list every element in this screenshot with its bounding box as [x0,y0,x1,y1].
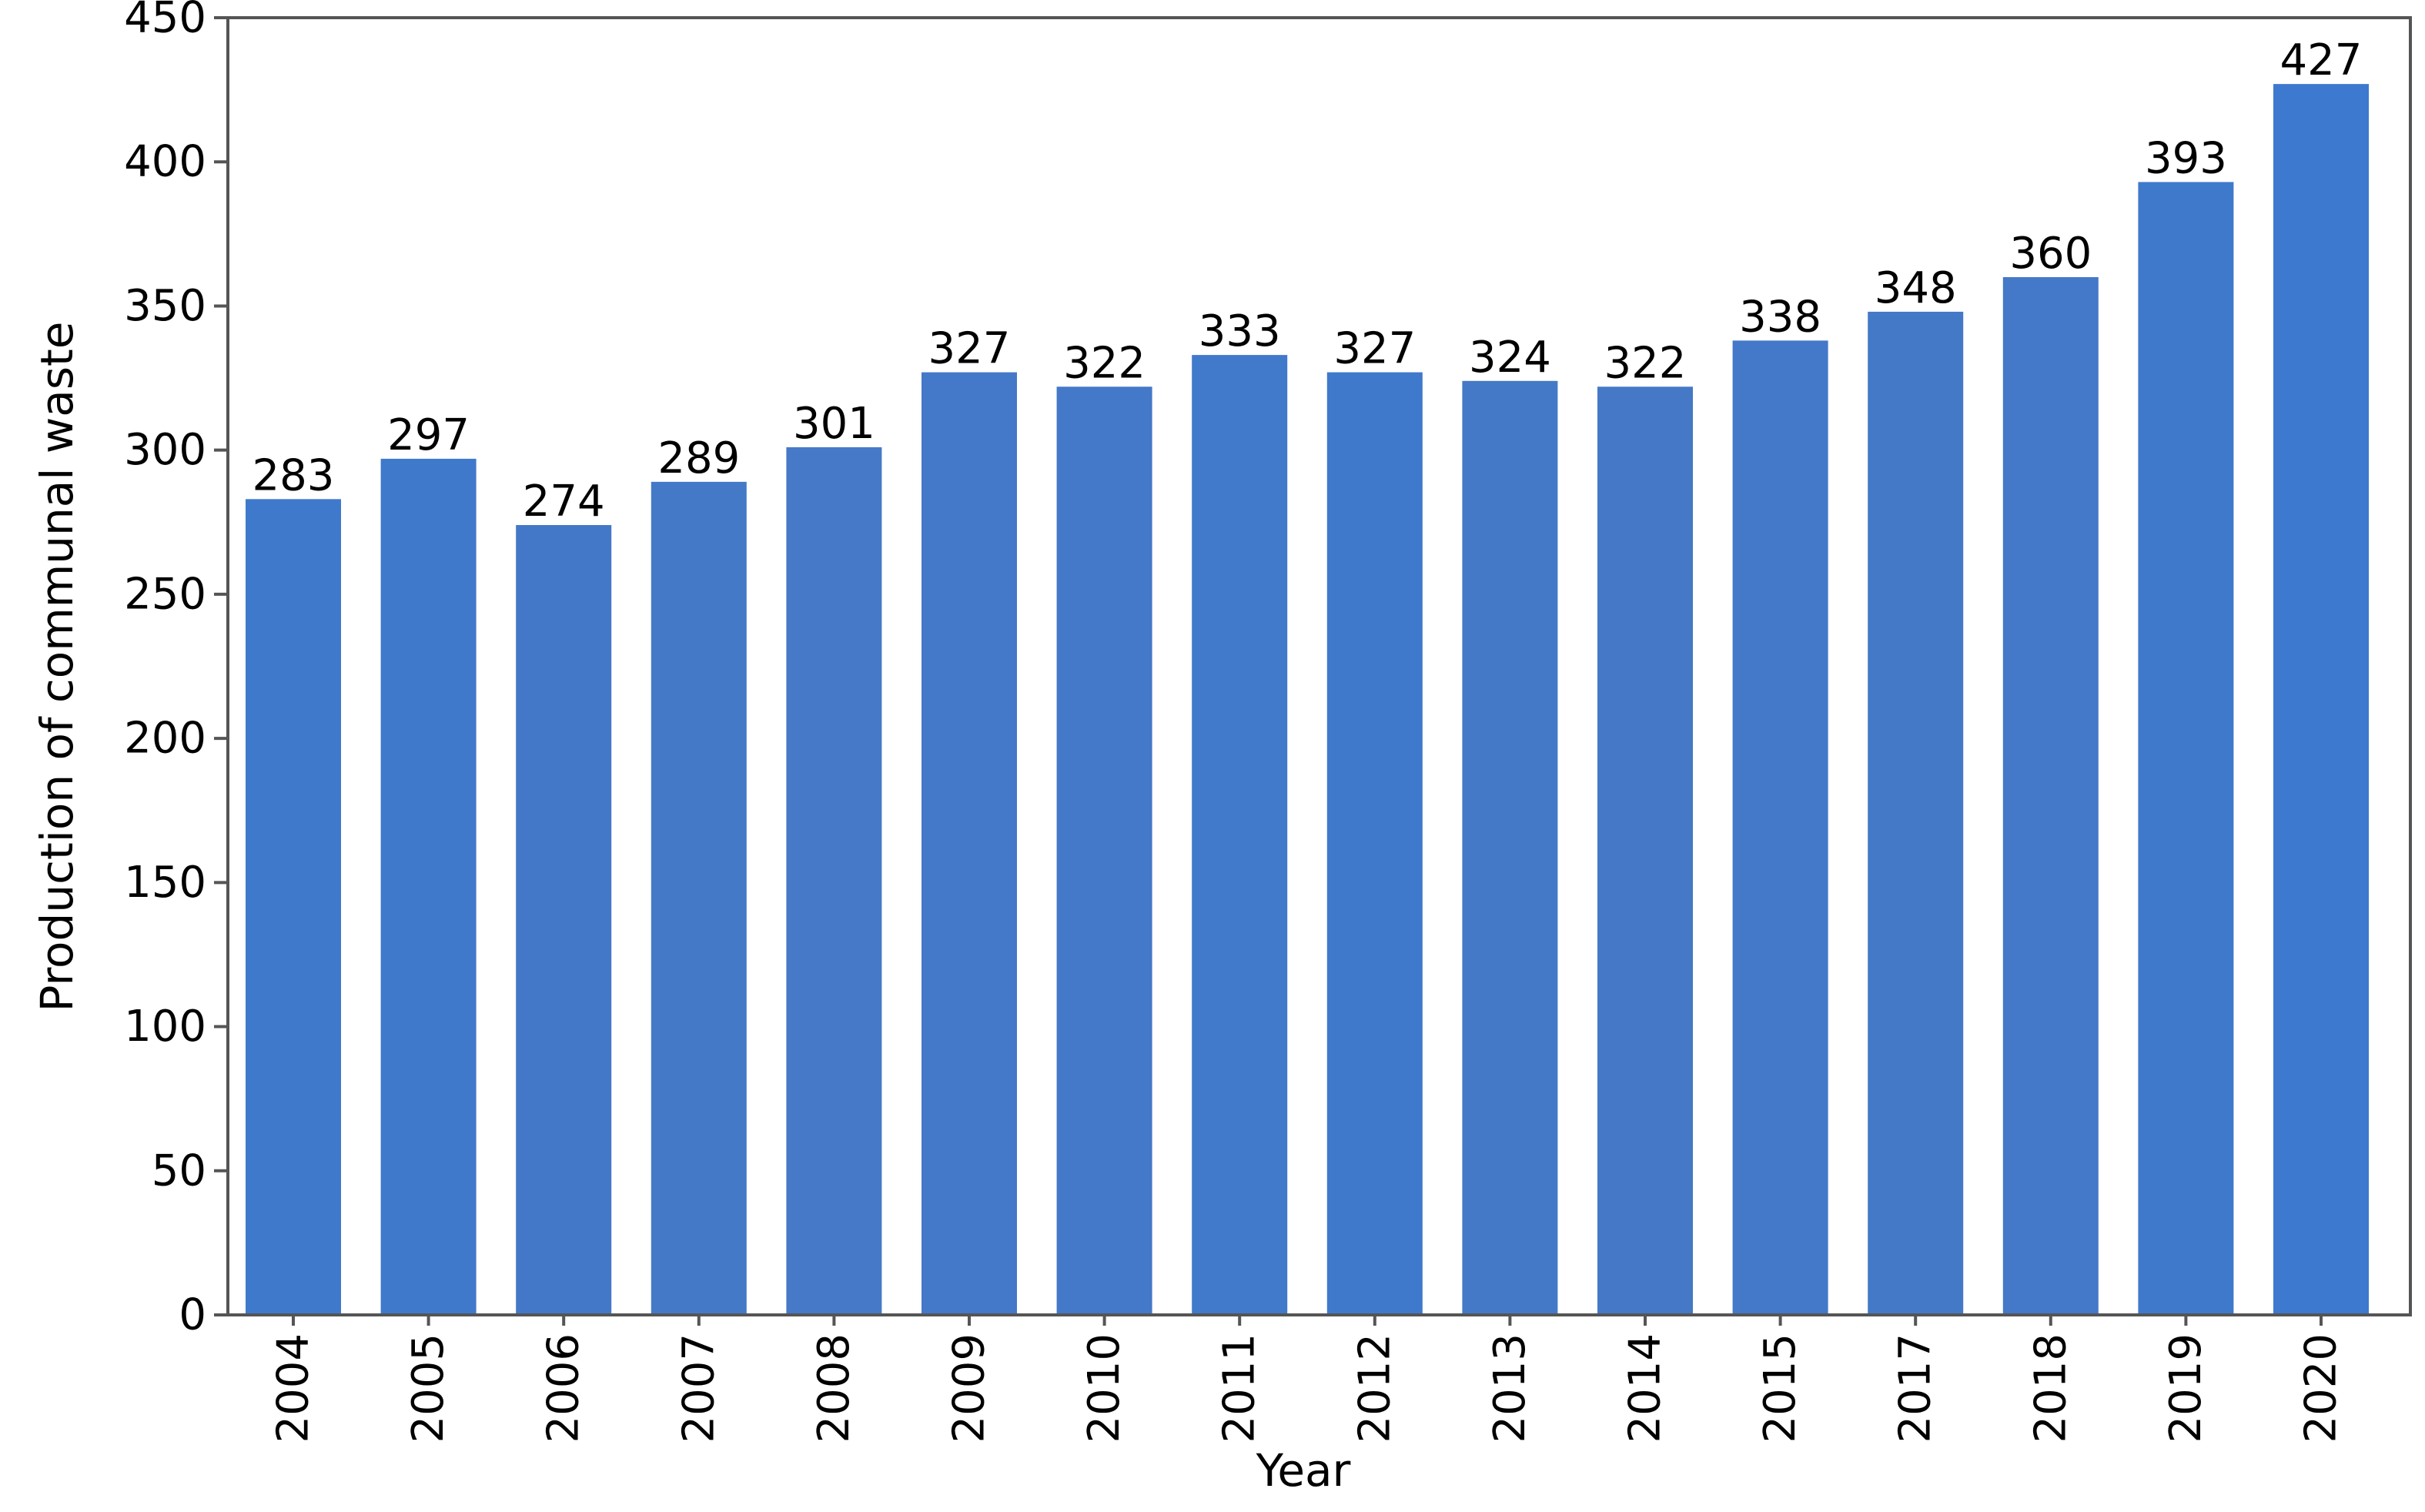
x-tick-label-2019: 2019 [2161,1333,2211,1443]
x-axis-title: Year [1256,1444,1351,1497]
y-tick-label-0: 0 [179,1290,206,1340]
data-label-2013: 324 [1469,333,1551,383]
bar-2011 [1192,355,1288,1316]
bar-2006 [516,525,612,1315]
x-tick-label-2020: 2020 [2296,1333,2346,1443]
bar-2008 [786,447,882,1315]
bar-2017 [1868,311,1964,1315]
bar-2005 [380,458,477,1315]
x-tick-label-2017: 2017 [1891,1333,1941,1443]
y-tick-label-250: 250 [124,569,206,619]
y-tick-label-450: 450 [124,0,206,43]
bar-2010 [1056,386,1152,1316]
x-tick-label-2014: 2014 [1621,1333,1671,1443]
bar-2020 [2273,84,2369,1316]
bars-group [246,84,2369,1316]
x-tick-label-2010: 2010 [1079,1333,1129,1443]
y-axis: 0 50 100 150 200 250 300 350 400 450 [124,0,228,1340]
data-labels-group: 283 297 274 289 301 327 322 333 327 324 322 338 348 3… [253,35,2363,527]
x-tick-label-2004: 2004 [269,1333,319,1443]
data-label-2017: 348 [1875,263,1957,313]
x-axis: 2004 2005 2006 2007 2008 2009 2010 2011 2012 2013… [269,1315,2346,1443]
bar-2012 [1326,372,1423,1316]
y-tick-label-150: 150 [124,858,206,908]
data-label-2019: 393 [2145,133,2227,183]
x-tick-label-2011: 2011 [1215,1333,1265,1443]
data-label-2008: 301 [793,399,875,449]
x-tick-label-2018: 2018 [2025,1333,2075,1443]
y-tick-label-300: 300 [124,425,206,475]
bar-2007 [651,481,747,1316]
x-tick-label-2013: 2013 [1485,1333,1535,1443]
data-label-2011: 333 [1199,306,1281,356]
bar-2004 [246,499,341,1315]
data-label-2004: 283 [253,450,335,500]
bar-2019 [2138,182,2234,1315]
y-tick-label-200: 200 [124,714,206,764]
bar-2018 [2002,277,2099,1315]
data-label-2012: 327 [1333,324,1416,374]
y-axis-title: Production of communal waste [31,322,83,1012]
y-tick-label-50: 50 [152,1146,206,1196]
x-tick-label-2015: 2015 [1755,1333,1805,1443]
x-tick-label-2012: 2012 [1350,1333,1400,1443]
data-label-2007: 289 [657,433,740,483]
x-tick-label-2008: 2008 [809,1333,859,1443]
x-tick-label-2006: 2006 [539,1333,589,1443]
data-label-2018: 360 [2009,229,2092,279]
x-tick-label-2005: 2005 [403,1333,453,1443]
y-tick-label-350: 350 [124,281,206,331]
bar-2015 [1732,340,1828,1315]
data-label-2006: 274 [523,477,605,527]
bar-2009 [922,372,1017,1316]
plot-frame [226,16,2412,1316]
data-label-2020: 427 [2280,35,2363,85]
data-label-2009: 327 [928,324,1011,374]
bar-2013 [1462,380,1558,1315]
data-label-2010: 322 [1063,338,1146,388]
data-label-2014: 322 [1604,338,1687,388]
y-tick-label-400: 400 [124,137,206,187]
bar-2014 [1597,386,1693,1316]
y-tick-label-100: 100 [124,1002,206,1052]
data-label-2015: 338 [1739,292,1821,342]
data-label-2005: 297 [387,410,470,460]
x-tick-label-2007: 2007 [674,1333,724,1443]
x-tick-label-2009: 2009 [945,1333,995,1443]
